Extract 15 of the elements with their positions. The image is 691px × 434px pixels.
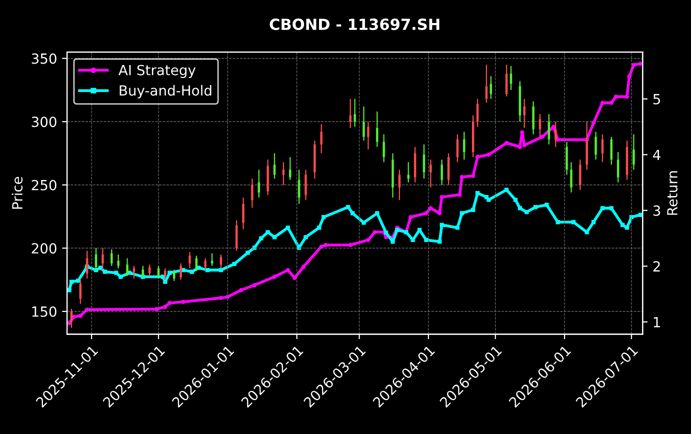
y2-tick-label: 2 [653, 261, 660, 272]
y2-tick-label: 5 [653, 94, 660, 104]
y-tick-label: 350 [32, 53, 56, 64]
legend-label: Buy-and-Hold [120, 84, 212, 98]
y-axis-title: Price [12, 176, 23, 209]
legend-label: AI Strategy [118, 64, 196, 78]
y2-tick-label: 3 [653, 205, 660, 216]
y2-axis-title: Return [667, 171, 678, 215]
y-tick-label: 250 [32, 180, 56, 190]
y2-tick-label: 1 [654, 317, 660, 328]
y2-tick-label: 4 [653, 150, 660, 160]
y-tick-label: 150 [32, 306, 56, 317]
chart-title: CBOND - 113697.SH [270, 18, 440, 30]
y-tick-label: 300 [32, 116, 56, 128]
y-tick-label: 200 [32, 243, 56, 254]
